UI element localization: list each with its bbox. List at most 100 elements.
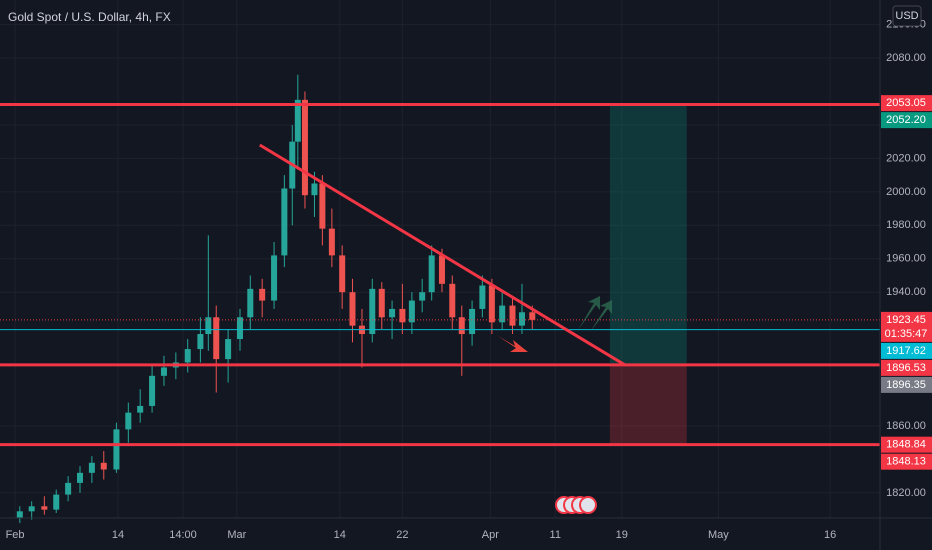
- price-label-box: [881, 436, 932, 453]
- candle-body: [449, 283, 456, 318]
- candle-body: [137, 405, 144, 413]
- candle-body: [28, 506, 35, 512]
- x-tick-label: Apr: [482, 529, 499, 541]
- up-arrow: [590, 300, 612, 332]
- candle-body: [509, 305, 516, 326]
- candle-body: [518, 312, 525, 326]
- price-label-box: [881, 311, 932, 342]
- price-label: 1896.53: [886, 362, 926, 374]
- candle-body: [213, 317, 220, 360]
- candle-body: [100, 462, 107, 470]
- y-tick-label: 2000.00: [886, 186, 926, 198]
- candle-body: [399, 308, 406, 323]
- x-tick-label: May: [708, 529, 729, 541]
- candle-body: [339, 255, 346, 293]
- currency-box[interactable]: [892, 5, 922, 27]
- price-label: 1917.62: [886, 345, 926, 357]
- candle-body: [469, 308, 476, 335]
- y-tick-label: 1820.00: [886, 487, 926, 499]
- price-label: 1896.35: [886, 379, 926, 391]
- arrows: [498, 296, 612, 352]
- candle-body: [65, 482, 72, 495]
- trendline: [259, 143, 626, 367]
- candle-body: [369, 288, 376, 335]
- x-tick-label: 14:00: [169, 529, 197, 541]
- candle-body: [428, 255, 435, 293]
- plot: [0, 74, 880, 524]
- event-icon: [579, 496, 597, 514]
- price-label-box: [881, 453, 932, 470]
- candle-body: [77, 472, 83, 483]
- candle-body: [319, 183, 326, 229]
- candle-body: [41, 506, 48, 510]
- price-label-box: [881, 342, 932, 359]
- candle-body: [311, 183, 318, 196]
- candle-body: [328, 228, 335, 256]
- chart-title: Gold Spot / U.S. Dollar, 4h, FX: [8, 10, 171, 24]
- x-tick-label: Mar: [227, 529, 246, 541]
- candle-body: [247, 288, 254, 318]
- candle-body: [53, 494, 60, 510]
- price-label: 1848.13: [886, 456, 926, 468]
- x-tick-label: 11: [550, 529, 561, 541]
- x-tick-label: 14: [112, 529, 124, 541]
- candle-body: [259, 288, 266, 301]
- y-tick-label: 1860.00: [886, 420, 926, 432]
- candle-body: [349, 292, 356, 326]
- candle-body: [419, 292, 426, 301]
- x-tick-label: 19: [616, 529, 628, 541]
- candle-body: [205, 317, 212, 335]
- profit-zone: [609, 104, 687, 365]
- candle-body: [438, 255, 445, 284]
- price-label: 2052.20: [886, 114, 926, 126]
- x-tick-label: 16: [824, 529, 836, 541]
- candle-body: [160, 367, 167, 376]
- candle-body: [479, 285, 486, 309]
- y-tick-label: 1980.00: [886, 219, 926, 231]
- candle-body: [408, 300, 415, 323]
- candle-body: [16, 511, 23, 518]
- x-tick-label: 14: [334, 529, 346, 541]
- candle-body: [294, 99, 301, 142]
- countdown: 01:35:47: [885, 328, 928, 340]
- candle-body: [125, 412, 132, 430]
- candle-body: [113, 429, 120, 470]
- candle-body: [301, 99, 308, 196]
- candle-body: [389, 308, 396, 318]
- y-tick-label: 2080.00: [886, 52, 926, 64]
- down-arrow: [498, 336, 528, 352]
- candle-body: [281, 188, 288, 256]
- price-label-box: [881, 112, 932, 129]
- price-label-box: [881, 95, 932, 112]
- grid: [0, 0, 880, 518]
- candle-body: [88, 462, 95, 473]
- candle-body: [149, 375, 156, 406]
- candle-body: [271, 255, 278, 301]
- y-axis: 2100.002080.002040.002020.002000.001980.…: [881, 18, 932, 499]
- candle-body: [499, 305, 506, 323]
- price-label: 2053.05: [886, 97, 926, 109]
- candle-body: [184, 349, 191, 363]
- candle-body: [378, 288, 385, 318]
- price-label: 1923.45: [886, 314, 926, 326]
- candle-body: [225, 339, 232, 360]
- up-arrow: [578, 296, 600, 330]
- candle-body: [529, 312, 536, 320]
- y-tick-label: 2020.00: [886, 152, 926, 164]
- candle-body: [458, 317, 465, 335]
- event-icons: [555, 496, 597, 514]
- y-tick-label: 1940.00: [886, 286, 926, 298]
- price-label: 1848.84: [886, 439, 926, 451]
- x-tick-label: 22: [396, 529, 408, 541]
- candle-body: [237, 317, 243, 340]
- currency[interactable]: USD: [895, 10, 918, 22]
- price-label-box: [881, 359, 932, 376]
- candle-body: [488, 285, 495, 323]
- x-tick-label: Feb: [6, 529, 25, 541]
- loss-zone: [609, 364, 687, 445]
- y-tick-label: 1960.00: [886, 253, 926, 265]
- price-label-box: [881, 376, 932, 393]
- candle-body: [197, 334, 204, 350]
